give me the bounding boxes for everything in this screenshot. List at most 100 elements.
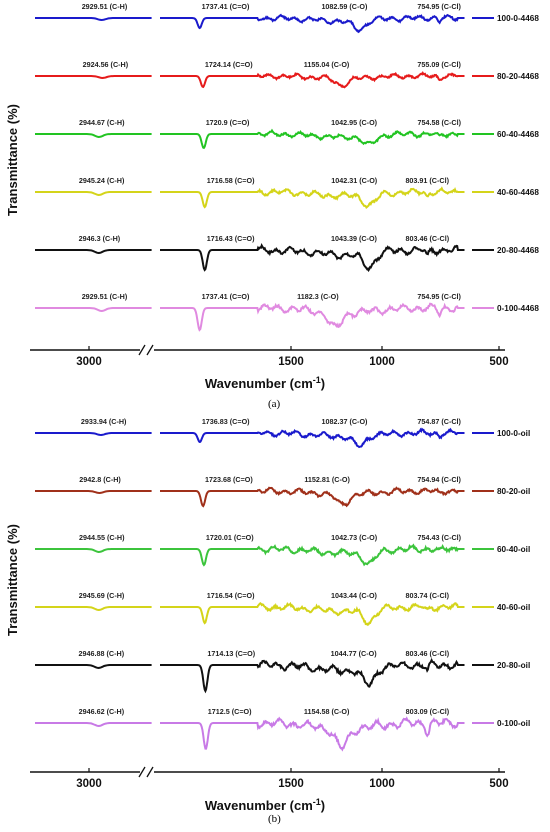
x-axis-title: Wavenumber (cm-1) xyxy=(205,797,325,813)
peak-label-100-0-oil-2: 1082.37 (C-O) xyxy=(322,417,369,426)
series-name-60-40-4468: 60-40-4468 xyxy=(497,130,539,139)
series-line-20-80-oil-fingerprint xyxy=(160,657,465,694)
series-line-60-40-oil-high xyxy=(35,548,152,554)
x-axis-title-end: ) xyxy=(321,798,325,813)
peak-label-0-100-oil-0: 2946.62 (C-H) xyxy=(79,707,125,716)
x-axis-title: Wavenumber (cm-1) xyxy=(205,375,325,391)
peak-label-80-20-oil-2: 1152.81 (C-O) xyxy=(304,475,350,484)
peak-label-100-0-oil-0: 2933.94 (C-H) xyxy=(81,417,127,426)
peak-label-20-80-4468-0: 2946.3 (C-H) xyxy=(79,234,121,243)
series-line-40-60-oil-fingerprint xyxy=(160,601,465,627)
peak-label-20-80-oil-1: 1714.13 (C=O) xyxy=(207,649,255,658)
x-tick-label-1500: 1500 xyxy=(278,356,304,368)
series-line-100-0-4468-high xyxy=(35,17,152,22)
series-line-60-40-4468-fingerprint xyxy=(160,128,465,150)
series-80-20-oil: 80-20-oil 2942.8 (C-H) 1723.68 (C=O) 1152.8… xyxy=(35,475,530,508)
x-tick-label-3000: 3000 xyxy=(76,356,102,368)
y-axis-title: Transmittance (%) xyxy=(5,524,20,636)
peak-label-60-40-oil-2: 1042.73 (C-O) xyxy=(331,533,378,542)
peak-label-80-20-4468-3: 755.09 (C-Cl) xyxy=(417,60,461,69)
series-line-20-80-oil-high xyxy=(35,664,152,670)
peak-label-60-40-oil-1: 1720.01 (C=O) xyxy=(206,533,254,542)
peak-label-60-40-oil-0: 2944.55 (C-H) xyxy=(79,533,125,542)
series-80-20-4468: 80-20-4468 2924.56 (C-H) 1724.14 (C=O) 1155… xyxy=(35,60,539,89)
series-line-40-60-oil-high xyxy=(35,606,152,612)
x-axis-title-end: ) xyxy=(321,376,325,391)
peak-label-80-20-4468-1: 1724.14 (C=O) xyxy=(205,60,253,69)
peak-label-100-0-4468-2: 1082.59 (C-O) xyxy=(321,2,368,11)
series-line-80-20-oil-high xyxy=(35,490,152,495)
series-line-0-100-oil-high xyxy=(35,722,152,728)
series-line-80-20-oil-fingerprint xyxy=(160,486,465,508)
panel-b-chart: 100-0-oil 2933.94 (C-H) 1736.83 (C=O) 1082.… xyxy=(5,417,530,813)
series-name-20-80-4468: 20-80-4468 xyxy=(497,246,539,255)
peak-label-40-60-4468-1: 1716.58 (C=O) xyxy=(207,176,255,185)
peak-label-40-60-4468-0: 2945.24 (C-H) xyxy=(79,176,125,185)
series-line-40-60-4468-high xyxy=(35,191,152,197)
series-100-0-oil: 100-0-oil 2933.94 (C-H) 1736.83 (C=O) 1082.… xyxy=(35,417,530,449)
axis-break-mark-2 xyxy=(146,766,154,778)
series-name-40-60-4468: 40-60-4468 xyxy=(497,188,539,197)
series-0-100-4468: 0-100-4468 2929.51 (C-H) 1737.41 (C=O) 1182… xyxy=(35,292,539,332)
peak-label-80-20-oil-0: 2942.8 (C-H) xyxy=(79,475,121,484)
peak-label-80-20-4468-2: 1155.04 (C-O) xyxy=(304,60,350,69)
x-axis-title-sup: -1 xyxy=(313,375,321,385)
panel-a-chart: 100-0-4468 2929.51 (C-H) 1737.41 (C=O) 1082… xyxy=(5,2,539,391)
peak-label-80-20-oil-3: 754.94 (C-Cl) xyxy=(417,475,461,484)
series-name-100-0-oil: 100-0-oil xyxy=(497,429,530,438)
series-line-60-40-oil-fingerprint xyxy=(160,543,465,567)
peak-label-40-60-oil-2: 1043.44 (C-O) xyxy=(331,591,378,600)
peak-label-0-100-oil-2: 1154.58 (C-O) xyxy=(304,707,350,716)
peak-label-100-0-4468-3: 754.95 (C-Cl) xyxy=(417,2,461,11)
peak-label-100-0-4468-0: 2929.51 (C-H) xyxy=(82,2,128,11)
series-line-100-0-4468-fingerprint xyxy=(160,13,465,34)
x-axis-title-sup: -1 xyxy=(313,797,321,807)
peak-label-20-80-4468-3: 803.46 (C-Cl) xyxy=(406,234,450,243)
peak-label-0-100-4468-3: 754.95 (C-Cl) xyxy=(417,292,461,301)
axis-break-mark-1 xyxy=(138,344,146,356)
series-line-80-20-4468-fingerprint xyxy=(160,71,465,89)
peak-label-80-20-4468-0: 2924.56 (C-H) xyxy=(83,60,129,69)
series-20-80-4468: 20-80-4468 2946.3 (C-H) 1716.43 (C=O) 1043.… xyxy=(35,234,539,273)
peak-label-100-0-oil-1: 1736.83 (C=O) xyxy=(202,417,250,426)
peak-label-0-100-oil-3: 803.09 (C-Cl) xyxy=(406,707,450,716)
series-name-0-100-oil: 0-100-oil xyxy=(497,719,530,728)
x-tick-label-500: 500 xyxy=(489,356,508,368)
series-name-0-100-4468: 0-100-4468 xyxy=(497,304,539,313)
series-line-40-60-4468-fingerprint xyxy=(160,186,465,210)
peak-label-40-60-4468-3: 803.91 (C-Cl) xyxy=(405,176,449,185)
x-tick-label-500: 500 xyxy=(489,778,508,790)
peak-label-0-100-oil-1: 1712.5 (C=O) xyxy=(208,707,252,716)
x-axis-title-main: Wavenumber (cm xyxy=(205,798,313,813)
peak-label-20-80-oil-3: 803.46 (C-Cl) xyxy=(406,649,450,658)
series-name-100-0-4468: 100-0-4468 xyxy=(497,14,539,23)
panel-b-label: (b) xyxy=(268,813,281,825)
peak-label-40-60-oil-3: 803.74 (C-Cl) xyxy=(405,591,449,600)
peak-label-40-60-oil-1: 1716.54 (C=O) xyxy=(207,591,255,600)
peak-label-20-80-4468-1: 1716.43 (C=O) xyxy=(207,234,255,243)
series-name-40-60-oil: 40-60-oil xyxy=(497,603,530,612)
x-tick-label-1000: 1000 xyxy=(369,356,395,368)
series-40-60-4468: 40-60-4468 2945.24 (C-H) 1716.58 (C=O) 1042… xyxy=(35,176,539,210)
peak-label-20-80-4468-2: 1043.39 (C-O) xyxy=(331,234,378,243)
peak-label-80-20-oil-1: 1723.68 (C=O) xyxy=(205,475,253,484)
series-60-40-4468: 60-40-4468 2944.67 (C-H) 1720.9 (C=O) 1042.… xyxy=(35,118,539,150)
series-40-60-oil: 40-60-oil 2945.69 (C-H) 1716.54 (C=O) 1043.… xyxy=(35,591,530,627)
peak-label-100-0-oil-3: 754.87 (C-Cl) xyxy=(417,417,461,426)
peak-label-20-80-oil-2: 1044.77 (C-O) xyxy=(331,649,378,658)
series-line-0-100-4468-fingerprint xyxy=(160,302,465,332)
x-axis-title-main: Wavenumber (cm xyxy=(205,376,313,391)
x-tick-label-1500: 1500 xyxy=(278,778,304,790)
peak-label-40-60-oil-0: 2945.69 (C-H) xyxy=(79,591,125,600)
axis-break-mark-2 xyxy=(146,344,154,356)
series-line-20-80-4468-fingerprint xyxy=(160,243,465,273)
x-tick-label-3000: 3000 xyxy=(76,778,102,790)
series-line-60-40-4468-high xyxy=(35,133,152,139)
series-name-60-40-oil: 60-40-oil xyxy=(497,545,530,554)
peak-label-0-100-4468-1: 1737.41 (C=O) xyxy=(202,292,250,301)
peak-label-0-100-4468-0: 2929.51 (C-H) xyxy=(82,292,128,301)
peak-label-0-100-4468-2: 1182.3 (C-O) xyxy=(297,292,339,301)
series-line-80-20-4468-high xyxy=(35,75,152,80)
series-name-80-20-oil: 80-20-oil xyxy=(497,487,530,496)
